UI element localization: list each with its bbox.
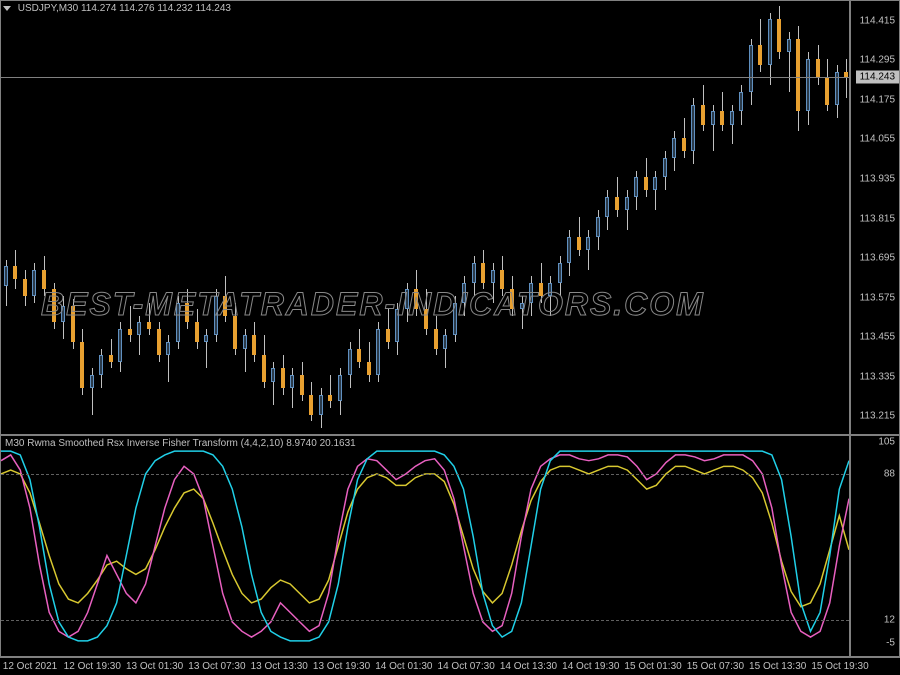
dropdown-triangle-icon[interactable] [3,6,11,11]
x-tick-label: 12 Oct 2021 [3,661,57,672]
y-tick-label: 12 [884,614,895,625]
ohlc-o: 114.274 [81,3,116,14]
indicator-panel[interactable]: M30 Rwma Smoothed Rsx Inverse Fisher Tra… [0,435,850,657]
price-chart-panel[interactable]: USDJPY,M30 114.274 114.276 114.232 114.2… [0,0,850,435]
x-tick-label: 13 Oct 13:30 [251,661,308,672]
indicator-title: M30 Rwma Smoothed Rsx Inverse Fisher Tra… [5,438,356,449]
x-tick-label: 15 Oct 13:30 [749,661,806,672]
y-tick-label: 114.295 [860,55,895,66]
watermark-text: BEST-METATRADER-INDICATORS.COM [41,286,861,323]
x-tick-label: 14 Oct 01:30 [375,661,432,672]
symbol-header: USDJPY,M30 114.274 114.276 114.232 114.2… [3,3,231,14]
ohlc-c: 114.243 [196,3,231,14]
symbol-label: USDJPY,M30 [18,3,78,14]
x-tick-label: 14 Oct 07:30 [438,661,495,672]
price-y-axis: 114.415 114.295 114.175 114.055 113.935 113.8… [850,0,900,435]
y-tick-label: 113.695 [860,253,895,264]
y-tick-label: 114.415 [860,15,895,26]
y-tick-label: 113.815 [860,213,895,224]
current-price-line [1,77,849,78]
indicator-y-axis: 105 88 12 -5 [850,435,900,657]
y-tick-label: 113.935 [860,173,895,184]
time-x-axis: 12 Oct 2021 12 Oct 19:30 13 Oct 01:30 13 Oc… [0,657,900,675]
x-tick-label: 15 Oct 07:30 [687,661,744,672]
x-tick-label: 13 Oct 01:30 [126,661,183,672]
y-tick-label: 114.055 [860,134,895,145]
x-tick-label: 13 Oct 07:30 [188,661,245,672]
ohlc-h: 114.276 [119,3,154,14]
x-tick-label: 14 Oct 19:30 [562,661,619,672]
y-tick-label: 105 [878,436,895,447]
x-tick-label: 12 Oct 19:30 [64,661,121,672]
y-tick-label: 113.215 [860,411,895,422]
x-tick-label: 14 Oct 13:30 [500,661,557,672]
y-tick-label: 113.335 [860,371,895,382]
y-tick-label: 114.175 [860,94,895,105]
chart-container: USDJPY,M30 114.274 114.276 114.232 114.2… [0,0,900,675]
current-price-box: 114.243 [856,71,899,84]
y-tick-label: 113.575 [860,292,895,303]
ohlc-l: 114.232 [157,3,192,14]
x-tick-label: 15 Oct 01:30 [624,661,681,672]
indicator-lines [1,436,849,656]
x-tick-label: 13 Oct 19:30 [313,661,370,672]
y-tick-label: 113.455 [860,332,895,343]
y-tick-label: 88 [884,469,895,480]
x-tick-label: 15 Oct 19:30 [811,661,868,672]
y-tick-label: -5 [886,637,895,648]
